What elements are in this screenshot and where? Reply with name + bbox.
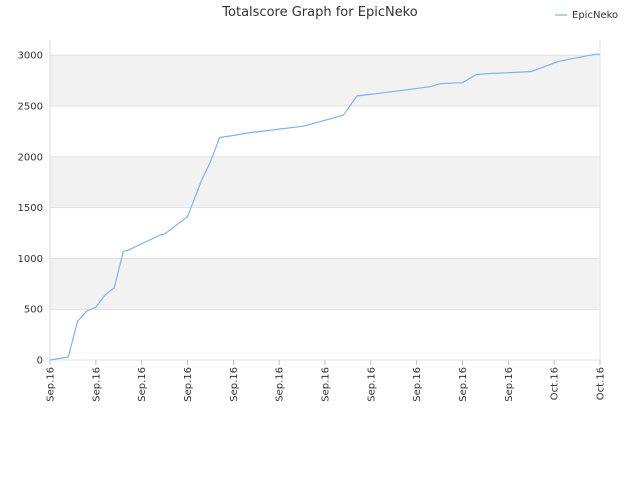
y-tick-label: 500	[24, 305, 43, 316]
y-tick-label: 2500	[18, 102, 43, 113]
x-tick-label: Sep.16	[183, 367, 194, 402]
chart-title: Totalscore Graph for EpicNeko	[221, 5, 417, 20]
x-tick-label: Sep.16	[91, 367, 102, 402]
plot-bands	[50, 40, 600, 360]
x-tick-label: Sep.16	[229, 367, 240, 402]
series-line-epicneko[interactable]	[49, 53, 600, 361]
x-tick-label: Sep.16	[366, 367, 377, 402]
y-tick-label: 2000	[18, 152, 43, 163]
y-tick-label: 0	[37, 356, 43, 367]
x-tick-label: Sep.16	[504, 367, 515, 402]
y-axis-ticks: 0 500 1000 1500 2000 2500 3000	[18, 51, 43, 367]
plot-band	[50, 156, 600, 208]
plot-band	[50, 40, 600, 56]
plot-band	[50, 106, 600, 157]
x-tick-label: Oct.16	[550, 367, 561, 400]
plot-band	[50, 55, 600, 107]
x-tick-label: Sep.16	[412, 367, 423, 402]
y-tick-label: 1000	[18, 254, 43, 265]
x-tick-label: Sep.16	[46, 367, 57, 402]
x-tick-label: Oct.16	[596, 367, 607, 400]
y-tick-label: 3000	[18, 51, 43, 62]
plot-band	[50, 309, 600, 360]
plot-band	[50, 258, 600, 310]
legend[interactable]: EpicNeko	[555, 10, 618, 21]
y-tick-label: 1500	[18, 203, 43, 214]
x-tick-label: Sep.16	[275, 367, 286, 402]
series-group	[49, 53, 600, 361]
x-tick-label: Sep.16	[321, 367, 332, 402]
x-tick-label: Sep.16	[458, 367, 469, 402]
plot-band	[50, 207, 600, 259]
x-tick-label: Sep.16	[137, 367, 148, 402]
legend-label: EpicNeko	[572, 10, 618, 21]
x-axis-ticks: Sep.16 Sep.16 Sep.16 Sep.16 Sep.16 Sep.16 Sep.…	[46, 360, 607, 402]
